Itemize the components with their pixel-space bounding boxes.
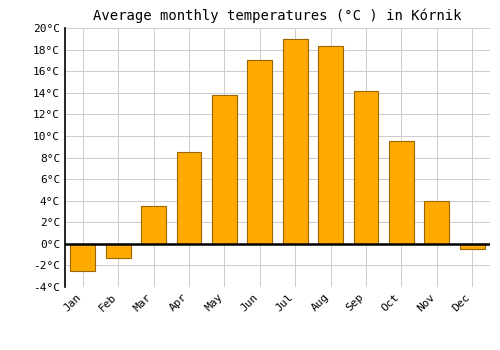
Bar bbox=[389, 141, 414, 244]
Title: Average monthly temperatures (°C ) in Kórnik: Average monthly temperatures (°C ) in Kó… bbox=[93, 8, 462, 23]
Bar bbox=[176, 152, 202, 244]
Bar bbox=[141, 206, 166, 244]
Bar bbox=[70, 244, 95, 271]
Bar bbox=[248, 60, 272, 244]
Bar bbox=[283, 39, 308, 244]
Bar bbox=[460, 244, 484, 249]
Bar bbox=[424, 201, 450, 244]
Bar bbox=[318, 46, 343, 244]
Bar bbox=[354, 91, 378, 244]
Bar bbox=[212, 95, 237, 244]
Bar bbox=[106, 244, 130, 258]
